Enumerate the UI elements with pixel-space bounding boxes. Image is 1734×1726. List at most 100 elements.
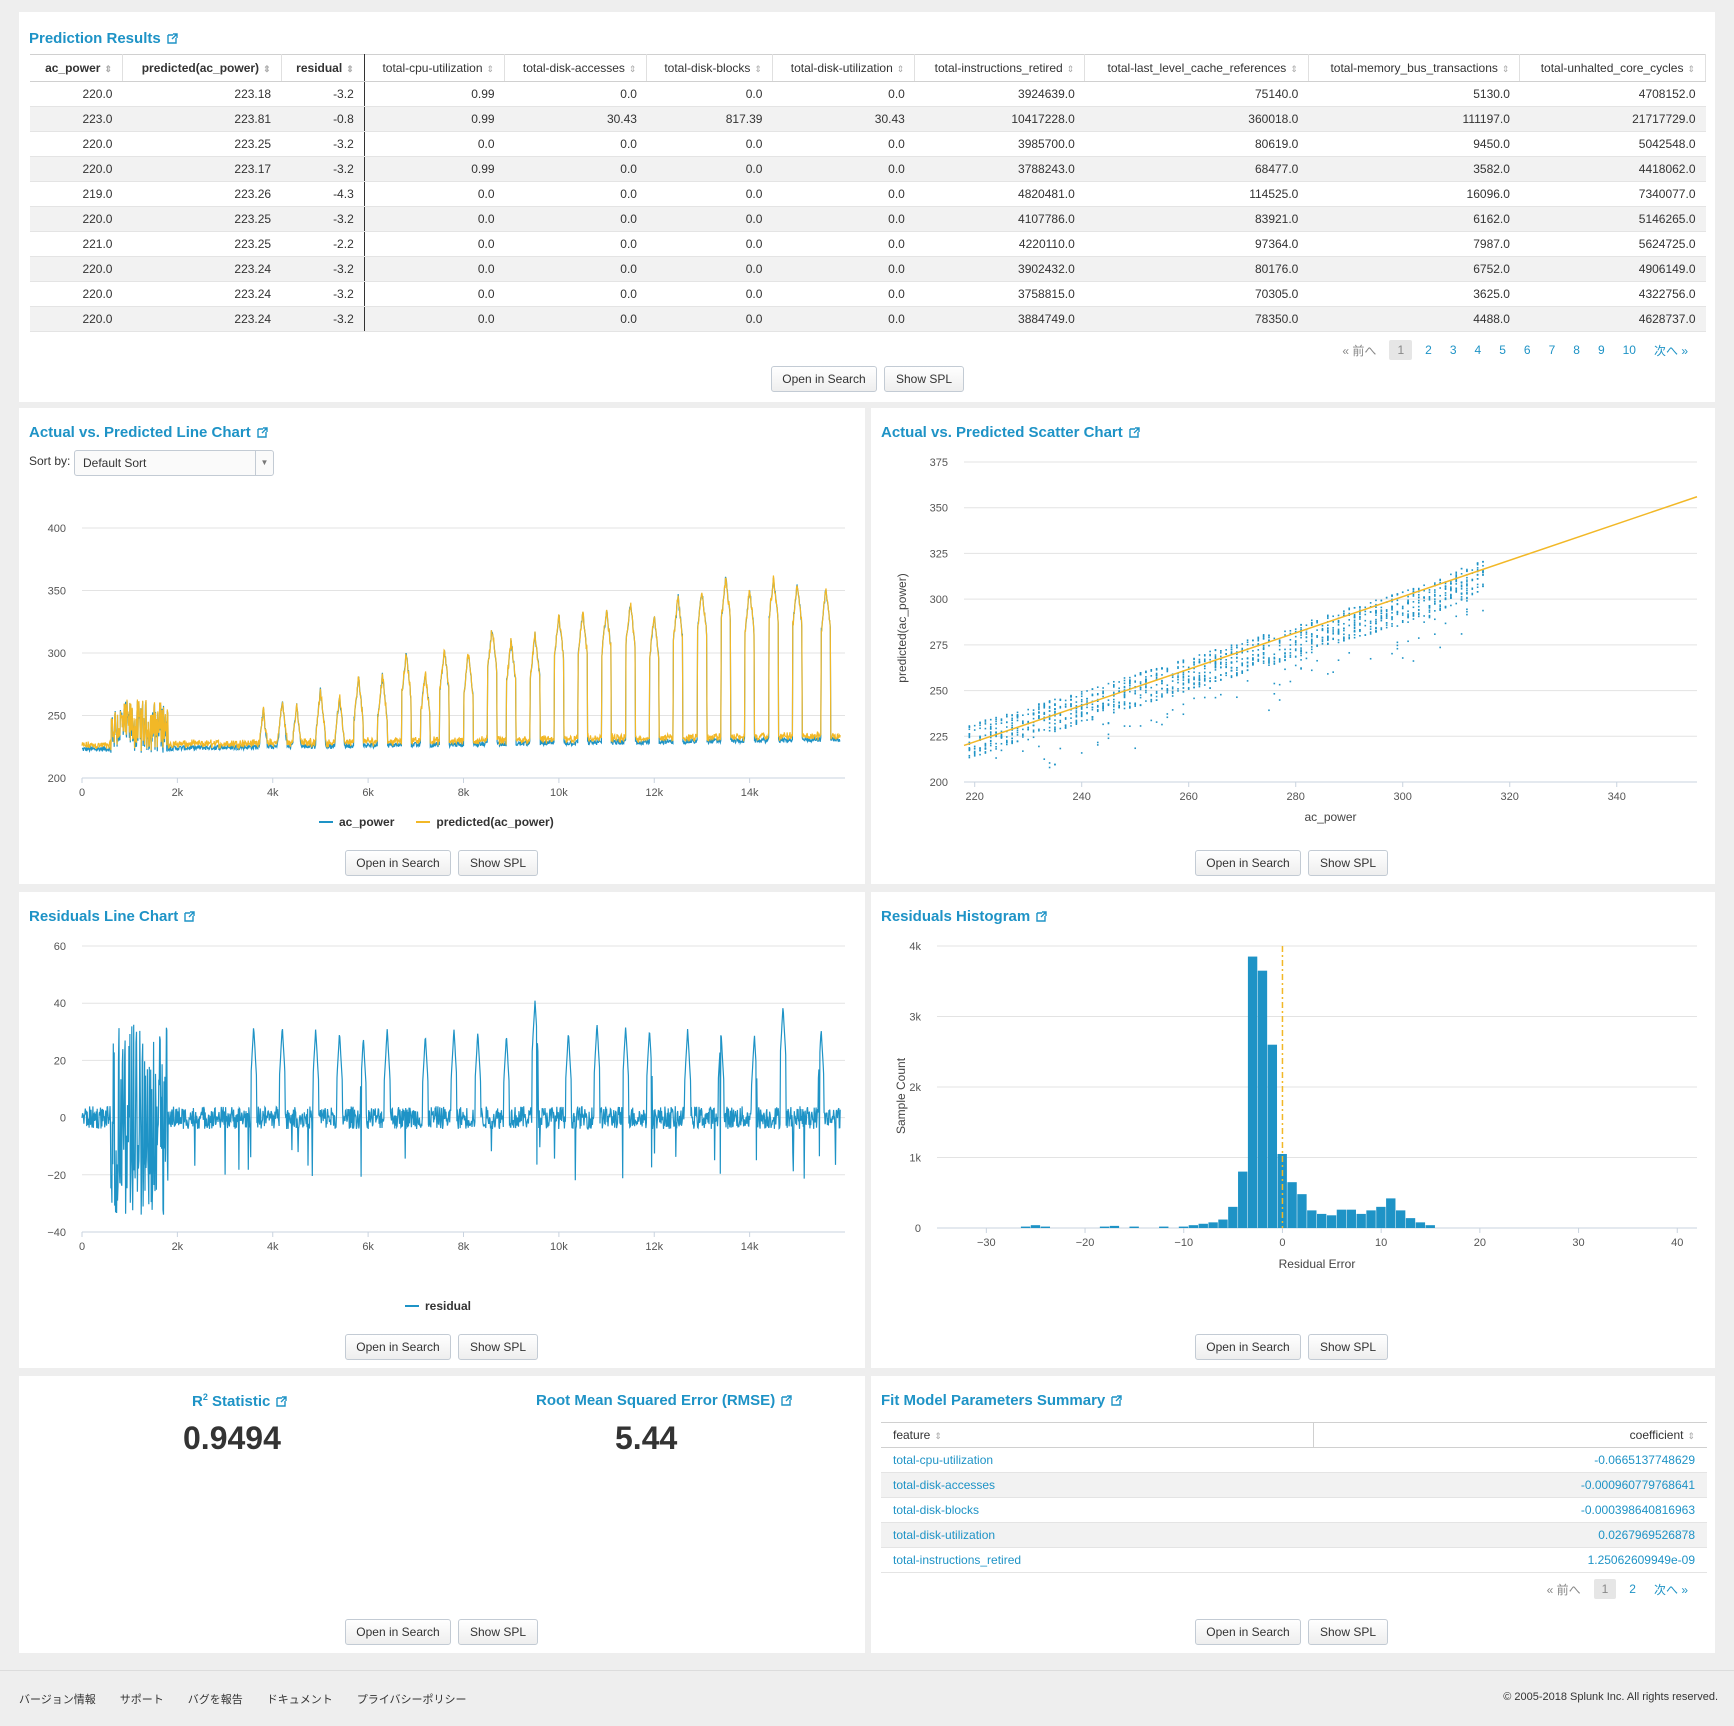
- params-title-text[interactable]: Fit Model Parameters Summary: [881, 1392, 1106, 1409]
- sort-icon[interactable]: ⇕: [263, 64, 271, 74]
- external-link-icon[interactable]: [781, 1393, 792, 1410]
- pager-page-2[interactable]: 2: [1425, 343, 1432, 357]
- histogram-bar[interactable]: [1287, 1182, 1297, 1228]
- external-link-icon[interactable]: [1036, 909, 1047, 926]
- histogram-bar[interactable]: [1099, 1226, 1110, 1228]
- histogram-bar[interactable]: [1336, 1209, 1347, 1228]
- table-row[interactable]: 220.0 223.24 -3.2 0.0 0.0 0.0 0.0 3902432.0 8017…: [30, 256, 1706, 282]
- histogram-bar[interactable]: [1040, 1226, 1051, 1228]
- histogram-bar[interactable]: [1218, 1219, 1228, 1228]
- sort-icon[interactable]: ⇕: [1501, 64, 1510, 74]
- param-feature[interactable]: total-cpu-utilization: [881, 1447, 1314, 1473]
- open-in-search-button[interactable]: Open in Search: [1195, 850, 1301, 876]
- pager-page-1[interactable]: 1: [1389, 340, 1413, 360]
- histogram-bar[interactable]: [1395, 1210, 1406, 1228]
- param-coefficient[interactable]: 0.0267969526878: [1313, 1522, 1707, 1548]
- histogram-bar[interactable]: [1247, 956, 1258, 1228]
- histogram-title-text[interactable]: Residuals Histogram: [881, 908, 1031, 925]
- sort-icon[interactable]: ⇕: [934, 1431, 942, 1441]
- pager-prev[interactable]: « 前へ: [1342, 343, 1377, 358]
- params-header-feature[interactable]: feature ⇕: [881, 1422, 1314, 1448]
- table-row[interactable]: 220.0 223.24 -3.2 0.0 0.0 0.0 0.0 3758815.0 7030…: [30, 281, 1706, 307]
- histogram-bar[interactable]: [1405, 1218, 1416, 1228]
- pager-page-1[interactable]: 1: [1593, 1579, 1617, 1599]
- sort-icon[interactable]: ⇕: [1290, 64, 1298, 74]
- histogram-bar[interactable]: [1208, 1222, 1218, 1228]
- table-row[interactable]: 220.0 223.24 -3.2 0.0 0.0 0.0 0.0 3884749.0 7835…: [30, 306, 1706, 332]
- column-header-total-cpu-utilization[interactable]: total-cpu-utilization ⇕: [364, 54, 506, 82]
- column-header-total-unhalted-core-cycles[interactable]: total-unhalted_core_cycles ⇕: [1519, 54, 1706, 82]
- series-ac-power-line[interactable]: [81, 576, 841, 753]
- show-spl-button[interactable]: Show SPL: [1308, 1334, 1388, 1360]
- r2-title-rest[interactable]: Statistic: [207, 1393, 271, 1410]
- open-in-search-button[interactable]: Open in Search: [771, 366, 877, 392]
- residuals-line-title[interactable]: Residuals Line Chart: [29, 908, 195, 926]
- open-in-search-button[interactable]: Open in Search: [1195, 1619, 1301, 1645]
- scatter-chart-title[interactable]: Actual vs. Predicted Scatter Chart: [881, 424, 1140, 442]
- histogram-bar[interactable]: [1109, 1225, 1120, 1228]
- pager-page-2[interactable]: 2: [1629, 1582, 1636, 1596]
- show-spl-button[interactable]: Show SPL: [1308, 850, 1388, 876]
- column-header-total-disk-blocks[interactable]: total-disk-blocks ⇕: [646, 54, 773, 82]
- prediction-results-title[interactable]: Prediction Results: [29, 30, 178, 48]
- pager-page-9[interactable]: 9: [1597, 343, 1605, 357]
- show-spl-button[interactable]: Show SPL: [458, 1334, 538, 1360]
- histogram-bar[interactable]: [1129, 1226, 1139, 1228]
- r2-title-main[interactable]: R: [192, 1393, 203, 1410]
- rmse-title-text[interactable]: Root Mean Squared Error (RMSE): [536, 1392, 776, 1409]
- open-in-search-button[interactable]: Open in Search: [345, 1619, 451, 1645]
- histogram-bar[interactable]: [1238, 1171, 1248, 1228]
- sort-icon[interactable]: ⇕: [486, 64, 495, 74]
- sort-icon[interactable]: ⇕: [1066, 64, 1075, 74]
- legend-predicted[interactable]: predicted(ac_power): [436, 815, 554, 829]
- histogram-bar[interactable]: [1376, 1206, 1386, 1228]
- param-row[interactable]: total-instructions_retired 1.25062609949e…: [881, 1547, 1707, 1573]
- footer-link[interactable]: ドキュメント: [266, 1694, 333, 1706]
- legend-residual[interactable]: residual: [425, 1299, 472, 1313]
- table-row[interactable]: 221.0 223.25 -2.2 0.0 0.0 0.0 0.0 4220110.0 9736…: [30, 231, 1706, 257]
- histogram-bar[interactable]: [1257, 970, 1268, 1228]
- histogram-bar[interactable]: [1178, 1226, 1189, 1228]
- histogram-bar[interactable]: [1030, 1225, 1041, 1228]
- sort-icon[interactable]: ⇕: [346, 64, 354, 74]
- param-row[interactable]: total-disk-utilization 0.0267969526878: [881, 1522, 1707, 1548]
- param-row[interactable]: total-disk-accesses -0.000960779768641: [881, 1472, 1707, 1498]
- show-spl-button[interactable]: Show SPL: [1308, 1619, 1388, 1645]
- series-predicted-line[interactable]: [81, 575, 841, 752]
- histogram-bar[interactable]: [1159, 1226, 1169, 1228]
- param-coefficient[interactable]: -0.0665137748629: [1313, 1447, 1707, 1473]
- histogram-bar[interactable]: [1415, 1222, 1426, 1228]
- histogram-bar[interactable]: [1346, 1209, 1356, 1228]
- show-spl-button[interactable]: Show SPL: [458, 850, 538, 876]
- params-title[interactable]: Fit Model Parameters Summary: [881, 1392, 1122, 1410]
- sort-icon[interactable]: ⇕: [104, 64, 112, 74]
- show-spl-button[interactable]: Show SPL: [458, 1619, 538, 1645]
- legend-ac-power[interactable]: ac_power: [339, 815, 395, 829]
- table-row[interactable]: 220.0 223.25 -3.2 0.0 0.0 0.0 0.0 4107786.0 8392…: [30, 206, 1706, 232]
- param-feature[interactable]: total-disk-blocks: [881, 1497, 1314, 1523]
- pager-page-4[interactable]: 4: [1474, 343, 1482, 357]
- histogram-bar[interactable]: [1188, 1225, 1199, 1228]
- column-header-ac-power[interactable]: ac_power ⇕: [30, 54, 123, 82]
- column-header-total-memory-bus-transactions[interactable]: total-memory_bus_transactions ⇕: [1308, 54, 1521, 82]
- histogram-bar[interactable]: [1020, 1226, 1031, 1228]
- param-coefficient[interactable]: 1.25062609949e-09: [1313, 1547, 1707, 1573]
- pager-page-6[interactable]: 6: [1523, 343, 1531, 357]
- external-link-icon[interactable]: [1111, 1393, 1122, 1410]
- r2-title[interactable]: R2 Statistic: [192, 1392, 288, 1411]
- histogram-bar[interactable]: [1386, 1198, 1396, 1228]
- histogram-bar[interactable]: [1228, 1206, 1238, 1228]
- sort-icon[interactable]: ⇕: [1687, 1431, 1695, 1441]
- table-row[interactable]: 223.0 223.81 -0.8 0.99 30.43 817.39 30.43 10417…: [30, 106, 1706, 132]
- table-row[interactable]: 219.0 223.26 -4.3 0.0 0.0 0.0 0.0 4820481.0 1145…: [30, 181, 1706, 207]
- pager-page-5[interactable]: 5: [1499, 343, 1506, 357]
- param-coefficient[interactable]: -0.000960779768641: [1313, 1472, 1707, 1498]
- pager-page-3[interactable]: 3: [1449, 343, 1457, 357]
- footer-link[interactable]: バグを報告: [187, 1694, 243, 1706]
- external-link-icon[interactable]: [184, 909, 195, 926]
- pager-page-10[interactable]: 10: [1622, 343, 1636, 357]
- scatter-chart-title-text[interactable]: Actual vs. Predicted Scatter Chart: [881, 424, 1123, 441]
- histogram-bar[interactable]: [1317, 1213, 1327, 1228]
- param-row[interactable]: total-cpu-utilization -0.0665137748629: [881, 1447, 1707, 1473]
- histogram-bar[interactable]: [1277, 1153, 1287, 1228]
